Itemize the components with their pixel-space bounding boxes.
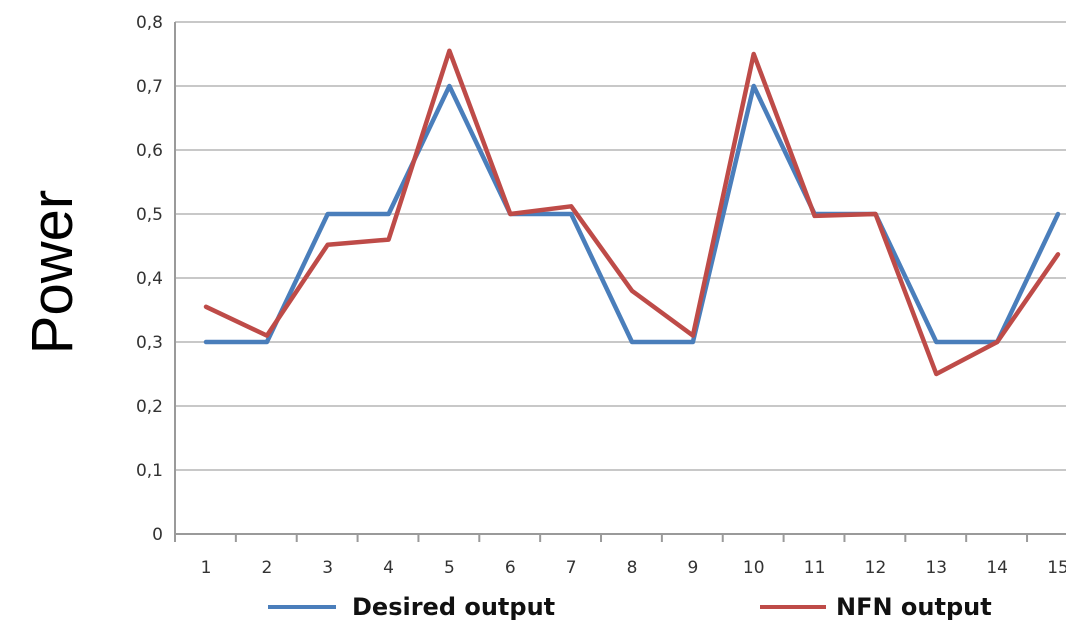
y-tick-label: 0,7 (136, 77, 163, 97)
y-tick-label: 0,8 (136, 13, 163, 33)
x-tick-label: 3 (322, 558, 333, 578)
x-tick-label: 5 (444, 558, 455, 578)
y-tick-label: 0,4 (136, 269, 163, 289)
x-tick-label: 1 (201, 558, 212, 578)
x-tick-label: 7 (566, 558, 577, 578)
y-tick-label: 0,6 (136, 141, 163, 161)
x-tick-label: 12 (865, 558, 887, 578)
y-tick-label: 0,1 (136, 461, 163, 481)
x-tick-label: 9 (687, 558, 698, 578)
legend-label-nfn: NFN output (836, 593, 992, 621)
y-tick-label: 0,3 (136, 333, 163, 353)
x-tick-label: 15 (1047, 558, 1066, 578)
x-tick-label: 6 (505, 558, 516, 578)
series-lines (203, 48, 1061, 377)
x-tick-label: 4 (383, 558, 394, 578)
x-tick-label: 11 (804, 558, 826, 578)
y-tick-label: 0,2 (136, 397, 163, 417)
y-tick-label: 0,5 (136, 205, 163, 225)
y-axis-label: Power (20, 190, 85, 354)
series-line-nfn-output (203, 48, 1061, 377)
x-tick-labels: 1 2 3 4 5 6 7 8 9 10 11 12 13 14 15 (201, 558, 1066, 578)
y-tick-labels: 0 0,1 0,2 0,3 0,4 0,5 0,6 0,7 0,8 (136, 13, 163, 545)
y-tick-label: 0 (152, 525, 163, 545)
gridlines (175, 21, 1066, 471)
x-tick-label: 8 (627, 558, 638, 578)
legend-label-desired: Desired output (352, 593, 555, 621)
x-tick-label: 14 (986, 558, 1008, 578)
series-line-desired-output (203, 83, 1061, 345)
x-tick-label: 2 (261, 558, 272, 578)
x-tick-label: 10 (743, 558, 765, 578)
axes (174, 22, 1066, 542)
legend: Desired output NFN output (268, 593, 992, 621)
x-tick-label: 13 (925, 558, 947, 578)
